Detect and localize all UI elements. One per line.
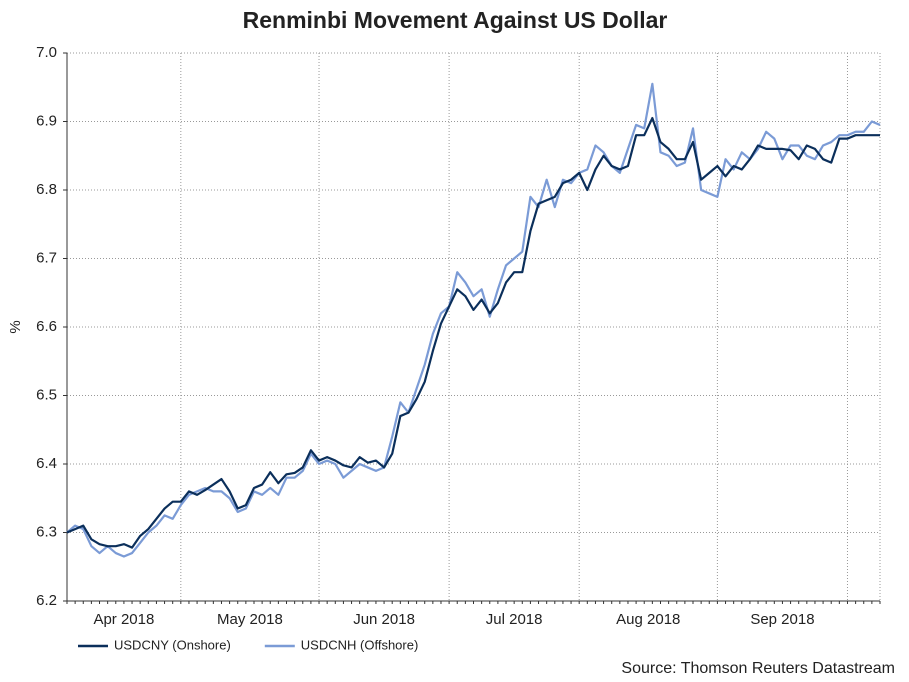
x-tick-label: Jun 2018 bbox=[353, 611, 415, 628]
y-tick-label: 6.5 bbox=[36, 386, 57, 403]
legend-label: USDCNY (Onshore) bbox=[114, 637, 231, 652]
y-tick-label: 6.6 bbox=[36, 318, 57, 335]
y-tick-label: 6.7 bbox=[36, 249, 57, 266]
series-line bbox=[66, 82, 881, 558]
y-tick-label: 6.8 bbox=[36, 181, 57, 198]
y-tick-label: 6.2 bbox=[36, 592, 57, 609]
x-tick-label: Aug 2018 bbox=[616, 611, 680, 628]
y-tick-label: 6.9 bbox=[36, 112, 57, 129]
y-tick-label: 6.4 bbox=[36, 455, 57, 472]
x-tick-label: May 2018 bbox=[217, 611, 283, 628]
x-tick-label: Apr 2018 bbox=[93, 611, 154, 628]
chart-title: Renminbi Movement Against US Dollar bbox=[243, 7, 668, 33]
x-tick-label: Sep 2018 bbox=[750, 611, 814, 628]
y-tick-label: 6.3 bbox=[36, 523, 57, 540]
y-tick-label: 7.0 bbox=[36, 44, 57, 61]
legend-label: USDCNH (Offshore) bbox=[301, 637, 419, 652]
source-note: Source: Thomson Reuters Datastream bbox=[621, 660, 895, 677]
y-axis-label: % bbox=[7, 320, 24, 333]
series-line bbox=[66, 116, 880, 549]
x-tick-label: Jul 2018 bbox=[486, 611, 543, 628]
